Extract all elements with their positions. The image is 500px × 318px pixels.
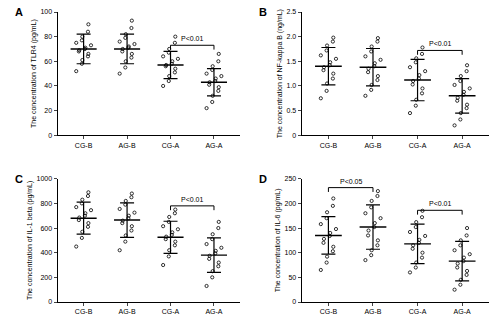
svg-text:A: A xyxy=(15,6,23,18)
svg-text:C: C xyxy=(15,173,23,185)
svg-text:200: 200 xyxy=(40,274,52,281)
svg-text:P<0.05: P<0.05 xyxy=(340,178,362,185)
svg-text:P<0.01: P<0.01 xyxy=(429,40,451,47)
svg-text:AG-B: AG-B xyxy=(364,308,381,315)
svg-text:2.5: 2.5 xyxy=(287,8,297,15)
svg-text:1000: 1000 xyxy=(37,175,53,182)
svg-text:0: 0 xyxy=(292,132,296,139)
svg-text:150: 150 xyxy=(285,225,297,232)
svg-text:AG-B: AG-B xyxy=(119,308,136,315)
svg-text:D: D xyxy=(259,173,267,185)
svg-text:50: 50 xyxy=(288,274,296,281)
svg-text:200: 200 xyxy=(285,200,297,207)
svg-text:P<0.01: P<0.01 xyxy=(429,200,451,207)
svg-text:0: 0 xyxy=(48,298,52,305)
svg-text:The concentration of NF-kappa: The concentration of NF-kappa B (ng/mL) xyxy=(276,9,284,138)
svg-text:80: 80 xyxy=(44,33,52,40)
svg-text:1.0: 1.0 xyxy=(287,82,297,89)
svg-text:P<0.01: P<0.01 xyxy=(181,196,203,203)
svg-text:40: 40 xyxy=(44,82,52,89)
svg-text:0: 0 xyxy=(48,132,52,139)
svg-text:2.0: 2.0 xyxy=(287,33,297,40)
svg-text:CG-B: CG-B xyxy=(75,142,93,149)
svg-text:0.5: 0.5 xyxy=(287,107,297,114)
svg-text:20: 20 xyxy=(44,107,52,114)
svg-text:CG-B: CG-B xyxy=(320,142,338,149)
svg-text:The concentration of IL-1 beta: The concentration of IL-1 beta (pg/mL) xyxy=(26,181,34,300)
svg-text:0: 0 xyxy=(292,298,296,305)
svg-text:600: 600 xyxy=(40,225,52,232)
svg-text:AG-A: AG-A xyxy=(205,142,222,149)
svg-text:CG-B: CG-B xyxy=(75,308,93,315)
svg-text:400: 400 xyxy=(40,249,52,256)
svg-text:AG-A: AG-A xyxy=(205,308,222,315)
svg-text:CG-A: CG-A xyxy=(409,308,427,315)
svg-text:100: 100 xyxy=(40,8,52,15)
svg-text:AG-A: AG-A xyxy=(454,142,471,149)
svg-text:CG-A: CG-A xyxy=(409,142,427,149)
svg-text:100: 100 xyxy=(285,249,297,256)
svg-text:CG-B: CG-B xyxy=(320,308,338,315)
svg-text:AG-B: AG-B xyxy=(364,142,381,149)
svg-text:CG-A: CG-A xyxy=(162,308,180,315)
svg-text:AG-B: AG-B xyxy=(119,142,136,149)
svg-text:60: 60 xyxy=(44,58,52,65)
svg-text:AG-A: AG-A xyxy=(454,308,471,315)
svg-text:800: 800 xyxy=(40,200,52,207)
svg-text:1.5: 1.5 xyxy=(287,58,297,65)
svg-text:CG-A: CG-A xyxy=(162,142,180,149)
svg-text:P<0.01: P<0.01 xyxy=(181,35,203,42)
svg-text:The concentration of TLR4 (pg/: The concentration of TLR4 (pg/mL) xyxy=(30,19,38,128)
svg-text:The concentration of IL-6 (pg/: The concentration of IL-6 (pg/mL) xyxy=(274,188,282,292)
svg-text:B: B xyxy=(259,6,267,18)
svg-text:250: 250 xyxy=(285,175,297,182)
